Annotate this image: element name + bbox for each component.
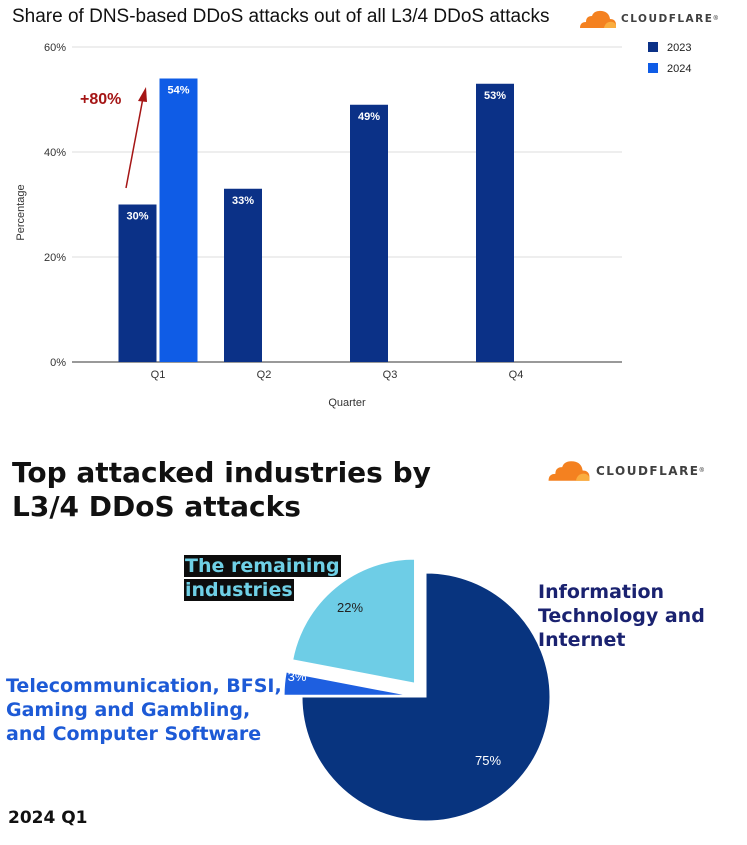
bar-value-label: 53% <box>484 90 506 102</box>
slice-label-information-technology: Information Technology and Internet <box>538 581 705 651</box>
y-axis-ticks: 0% 20% 40% 60% <box>44 42 66 369</box>
pie-value-labels: 75% 3% 22% <box>288 600 502 768</box>
cloudflare-wordmark: CLOUDFLARE <box>596 463 700 478</box>
legend-label-2024: 2024 <box>667 63 691 75</box>
y-tick-label: 0% <box>50 357 66 369</box>
bar-value-label: 49% <box>358 111 380 123</box>
legend: 2023 2024 <box>648 42 691 75</box>
bar-2023-Q2 <box>224 188 262 362</box>
slice-telecommunication <box>283 671 409 696</box>
slice-information-technology <box>301 572 551 822</box>
legend-swatch-2023 <box>648 42 658 52</box>
x-axis-label: Quarter <box>328 397 366 409</box>
y-axis-label: Percentage <box>15 184 27 240</box>
x-tick-label: Q2 <box>257 369 272 381</box>
annotation-arrow <box>125 97 144 189</box>
annotation-label: +80% <box>80 91 121 108</box>
slice-remaining-industries <box>292 558 416 684</box>
bar-chart-panel: Share of DNS-based DDoS attacks out of a… <box>12 6 718 409</box>
bar-2024-Q1 <box>159 78 198 362</box>
pie-slices <box>283 558 551 822</box>
bar-value-label: 54% <box>167 85 189 97</box>
bars: 30% 54% 33% 49% 53% <box>118 78 514 362</box>
cloudflare-logo: CLOUDFLARE ® <box>546 458 704 483</box>
y-tick-label: 20% <box>44 252 66 264</box>
slice-value-label: 3% <box>288 669 307 684</box>
legend-label-2023: 2023 <box>667 42 691 54</box>
chart-title: Share of DNS-based DDoS attacks out of a… <box>12 6 550 27</box>
slice-label-telecommunication: Telecommunication, BFSI, Gaming and Gamb… <box>6 675 282 745</box>
legend-swatch-2024 <box>648 63 658 73</box>
bar-chart: 0% 20% 40% 60% 30% 54% 33% 49% 53% Q1 Q2 Q3 Q4 202… <box>15 42 691 409</box>
x-tick-label: Q4 <box>509 369 524 381</box>
x-axis-ticks: Q1 Q2 Q3 Q4 <box>151 369 524 381</box>
cloudflare-cloud-icon <box>548 461 590 481</box>
x-tick-label: Q1 <box>151 369 166 381</box>
cloudflare-logo: CLOUDFLARE ® <box>578 8 718 30</box>
bar-2023-Q1 <box>118 204 157 362</box>
y-tick-label: 60% <box>44 42 66 54</box>
annotation-arrowhead <box>138 87 147 102</box>
bar-2023-Q3 <box>350 104 388 362</box>
pie-chart-title: Top attacked industries by L3/4 DDoS att… <box>12 456 431 523</box>
y-tick-label: 40% <box>44 147 66 159</box>
period-footer: 2024 Q1 <box>8 808 88 828</box>
slice-label-remaining-industries: The remaining industries <box>184 555 341 601</box>
cloudflare-wordmark: CLOUDFLARE <box>621 13 714 25</box>
slice-value-label: 75% <box>475 753 501 768</box>
bar-value-label: 33% <box>232 195 254 207</box>
annotation: +80% <box>80 87 147 189</box>
bar-2023-Q4 <box>476 83 514 362</box>
pie-chart: 75% 3% 22% <box>283 558 551 822</box>
bar-value-label: 30% <box>126 211 148 223</box>
cloudflare-cloud-icon <box>580 10 616 28</box>
x-tick-label: Q3 <box>383 369 398 381</box>
slice-value-label: 22% <box>337 600 363 615</box>
pie-chart-panel: Top attacked industries by L3/4 DDoS att… <box>0 430 747 845</box>
